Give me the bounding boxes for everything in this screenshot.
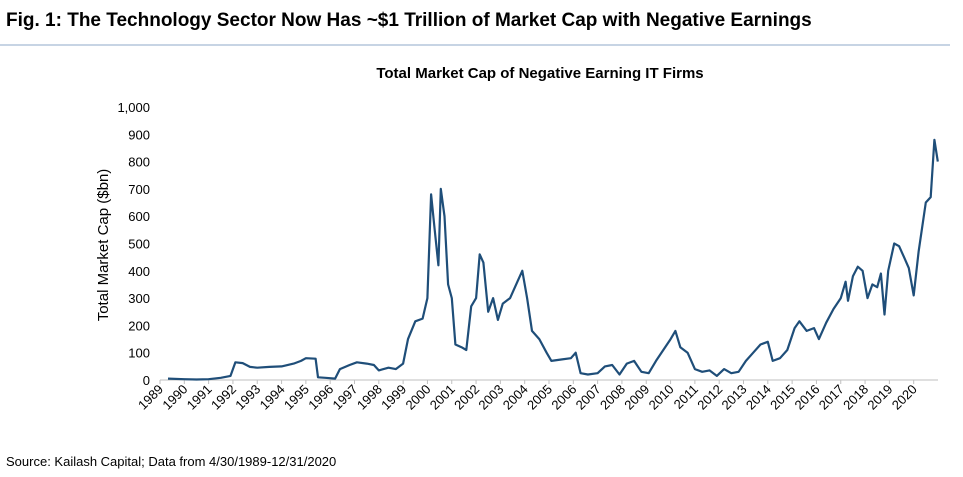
x-tick-label: 2020 [889,382,920,413]
x-tick-label: 2008 [597,382,628,413]
y-tick-label: 700 [128,182,150,197]
page-title: Fig. 1: The Technology Sector Now Has ~$… [6,10,812,31]
x-tick-label: 2003 [475,382,506,413]
x-tick-label: 2000 [403,382,434,413]
data-line [167,138,939,381]
x-tick-label: 2015 [767,382,798,413]
y-tick-label: 400 [128,264,150,279]
y-tick-label: 500 [128,237,150,252]
x-tick-label: 1995 [281,382,312,413]
x-tick-label: 2001 [427,382,458,413]
x-tick-label: 2017 [816,382,847,413]
y-tick-label: 1,000 [117,100,150,115]
x-tick-label: 1989 [135,382,166,413]
x-tick-label: 2007 [573,382,604,413]
x-tick-label: 2019 [864,382,895,413]
x-tick-label: 2013 [719,382,750,413]
y-axis-label: Total Market Cap ($bn) [95,169,112,322]
y-tick-label: 0 [143,373,150,388]
x-tick-label: 1991 [184,382,215,413]
y-tick-label: 900 [128,127,150,142]
y-tick-label: 600 [128,209,150,224]
x-tick-label: 2012 [694,382,725,413]
y-tick-label: 100 [128,346,150,361]
x-tick-label: 2010 [646,382,677,413]
source-note: Source: Kailash Capital; Data from 4/30/… [6,454,336,469]
x-tick-label: 1999 [378,382,409,413]
x-tick-label: 2009 [621,382,652,413]
x-tick-label: 2018 [840,382,871,413]
y-tick-label: 300 [128,291,150,306]
x-tick-label: 1997 [330,382,361,413]
x-tick-label: 1993 [232,382,263,413]
x-tick-label: 2002 [451,382,482,413]
x-tick-label: 2016 [792,382,823,413]
x-tick-label: 1990 [159,382,190,413]
y-tick-label: 800 [128,155,150,170]
x-tick-label: 2005 [524,382,555,413]
x-tick-label: 1996 [305,382,336,413]
x-tick-label: 2004 [500,382,531,413]
x-tick-label: 1992 [208,382,239,413]
x-tick-label: 1998 [354,382,385,413]
x-tick-label: 1994 [257,382,288,413]
chart-title: Total Market Cap of Negative Earning IT … [376,65,703,82]
x-tick-label: 2006 [548,382,579,413]
x-tick-label: 2011 [671,382,701,412]
y-tick-label: 200 [128,318,150,333]
x-tick-label: 2014 [743,382,774,413]
